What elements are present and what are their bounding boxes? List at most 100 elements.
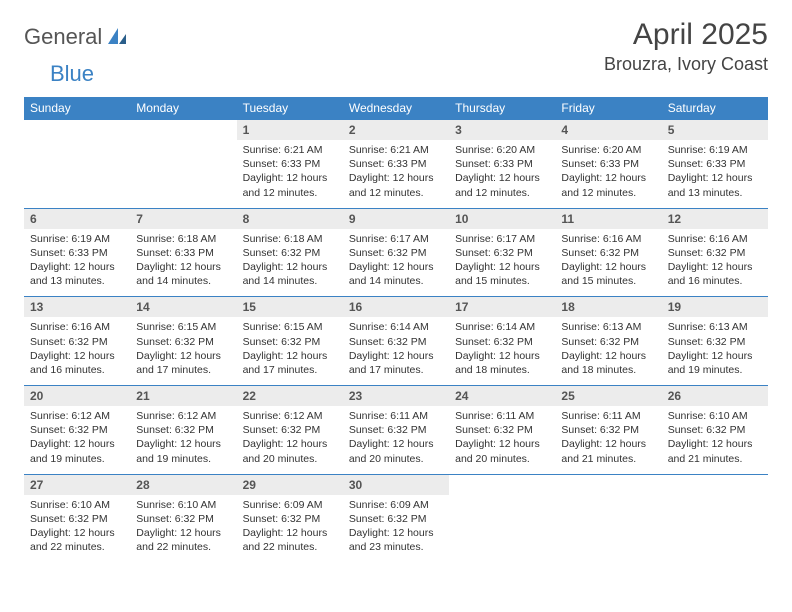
daylight-text: Daylight: 12 hours and 19 minutes.	[30, 437, 124, 465]
day-number: 16	[343, 297, 449, 317]
sunrise-text: Sunrise: 6:11 AM	[349, 409, 443, 423]
day-body: Sunrise: 6:09 AMSunset: 6:32 PMDaylight:…	[343, 495, 449, 563]
day-body: Sunrise: 6:17 AMSunset: 6:32 PMDaylight:…	[449, 229, 555, 297]
day-cell: 1Sunrise: 6:21 AMSunset: 6:33 PMDaylight…	[237, 120, 343, 209]
day-number: 9	[343, 209, 449, 229]
daylight-text: Daylight: 12 hours and 12 minutes.	[561, 171, 655, 199]
daylight-text: Daylight: 12 hours and 15 minutes.	[455, 260, 549, 288]
day-cell: 16Sunrise: 6:14 AMSunset: 6:32 PMDayligh…	[343, 297, 449, 386]
day-body: Sunrise: 6:16 AMSunset: 6:32 PMDaylight:…	[662, 229, 768, 297]
sunrise-text: Sunrise: 6:11 AM	[561, 409, 655, 423]
day-number: 3	[449, 120, 555, 140]
day-body: Sunrise: 6:20 AMSunset: 6:33 PMDaylight:…	[449, 140, 555, 208]
sunset-text: Sunset: 6:32 PM	[561, 335, 655, 349]
sunset-text: Sunset: 6:32 PM	[30, 423, 124, 437]
day-number: 5	[662, 120, 768, 140]
day-body: Sunrise: 6:10 AMSunset: 6:32 PMDaylight:…	[130, 495, 236, 563]
sunrise-text: Sunrise: 6:14 AM	[349, 320, 443, 334]
day-number: 20	[24, 386, 130, 406]
day-body: Sunrise: 6:21 AMSunset: 6:33 PMDaylight:…	[237, 140, 343, 208]
day-body: Sunrise: 6:15 AMSunset: 6:32 PMDaylight:…	[237, 317, 343, 385]
daylight-text: Daylight: 12 hours and 23 minutes.	[349, 526, 443, 554]
day-number: 11	[555, 209, 661, 229]
logo: General	[24, 24, 130, 50]
month-title: April 2025	[604, 18, 768, 52]
day-cell: 2Sunrise: 6:21 AMSunset: 6:33 PMDaylight…	[343, 120, 449, 209]
daylight-text: Daylight: 12 hours and 16 minutes.	[30, 349, 124, 377]
day-number: 7	[130, 209, 236, 229]
day-number: 17	[449, 297, 555, 317]
sunset-text: Sunset: 6:32 PM	[243, 423, 337, 437]
sunrise-text: Sunrise: 6:12 AM	[136, 409, 230, 423]
day-number: 25	[555, 386, 661, 406]
sunrise-text: Sunrise: 6:13 AM	[561, 320, 655, 334]
sunset-text: Sunset: 6:32 PM	[243, 246, 337, 260]
daylight-text: Daylight: 12 hours and 22 minutes.	[243, 526, 337, 554]
sunrise-text: Sunrise: 6:20 AM	[561, 143, 655, 157]
day-body: Sunrise: 6:20 AMSunset: 6:33 PMDaylight:…	[555, 140, 661, 208]
sunset-text: Sunset: 6:32 PM	[455, 423, 549, 437]
day-body: Sunrise: 6:11 AMSunset: 6:32 PMDaylight:…	[555, 406, 661, 474]
daylight-text: Daylight: 12 hours and 21 minutes.	[561, 437, 655, 465]
day-cell: 12Sunrise: 6:16 AMSunset: 6:32 PMDayligh…	[662, 208, 768, 297]
daylight-text: Daylight: 12 hours and 19 minutes.	[668, 349, 762, 377]
day-cell: 21Sunrise: 6:12 AMSunset: 6:32 PMDayligh…	[130, 386, 236, 475]
day-body: Sunrise: 6:14 AMSunset: 6:32 PMDaylight:…	[449, 317, 555, 385]
sunrise-text: Sunrise: 6:09 AM	[349, 498, 443, 512]
sunset-text: Sunset: 6:33 PM	[349, 157, 443, 171]
day-number: 15	[237, 297, 343, 317]
day-body: Sunrise: 6:10 AMSunset: 6:32 PMDaylight:…	[24, 495, 130, 563]
day-number: 24	[449, 386, 555, 406]
sunset-text: Sunset: 6:32 PM	[349, 246, 443, 260]
sunrise-text: Sunrise: 6:14 AM	[455, 320, 549, 334]
sunrise-text: Sunrise: 6:11 AM	[455, 409, 549, 423]
day-number: 4	[555, 120, 661, 140]
sunset-text: Sunset: 6:32 PM	[30, 512, 124, 526]
day-body: Sunrise: 6:14 AMSunset: 6:32 PMDaylight:…	[343, 317, 449, 385]
sunrise-text: Sunrise: 6:19 AM	[30, 232, 124, 246]
day-number: 23	[343, 386, 449, 406]
daylight-text: Daylight: 12 hours and 12 minutes.	[349, 171, 443, 199]
day-cell: 9Sunrise: 6:17 AMSunset: 6:32 PMDaylight…	[343, 208, 449, 297]
day-body: Sunrise: 6:19 AMSunset: 6:33 PMDaylight:…	[662, 140, 768, 208]
logo-sail-icon	[106, 26, 128, 49]
daylight-text: Daylight: 12 hours and 20 minutes.	[243, 437, 337, 465]
daylight-text: Daylight: 12 hours and 14 minutes.	[349, 260, 443, 288]
empty-cell	[662, 474, 768, 562]
dow-saturday: Saturday	[662, 97, 768, 120]
day-cell: 26Sunrise: 6:10 AMSunset: 6:32 PMDayligh…	[662, 386, 768, 475]
daylight-text: Daylight: 12 hours and 20 minutes.	[455, 437, 549, 465]
daylight-text: Daylight: 12 hours and 21 minutes.	[668, 437, 762, 465]
sunrise-text: Sunrise: 6:10 AM	[30, 498, 124, 512]
day-cell: 29Sunrise: 6:09 AMSunset: 6:32 PMDayligh…	[237, 474, 343, 562]
daylight-text: Daylight: 12 hours and 12 minutes.	[455, 171, 549, 199]
sunrise-text: Sunrise: 6:15 AM	[243, 320, 337, 334]
day-cell: 13Sunrise: 6:16 AMSunset: 6:32 PMDayligh…	[24, 297, 130, 386]
sunset-text: Sunset: 6:32 PM	[243, 512, 337, 526]
sunset-text: Sunset: 6:32 PM	[243, 335, 337, 349]
empty-cell	[555, 474, 661, 562]
day-cell: 4Sunrise: 6:20 AMSunset: 6:33 PMDaylight…	[555, 120, 661, 209]
day-cell: 19Sunrise: 6:13 AMSunset: 6:32 PMDayligh…	[662, 297, 768, 386]
sunrise-text: Sunrise: 6:20 AM	[455, 143, 549, 157]
empty-cell	[130, 120, 236, 209]
sunrise-text: Sunrise: 6:12 AM	[243, 409, 337, 423]
day-cell: 20Sunrise: 6:12 AMSunset: 6:32 PMDayligh…	[24, 386, 130, 475]
day-number: 26	[662, 386, 768, 406]
day-body: Sunrise: 6:18 AMSunset: 6:33 PMDaylight:…	[130, 229, 236, 297]
sunset-text: Sunset: 6:32 PM	[30, 335, 124, 349]
day-number: 21	[130, 386, 236, 406]
calendar-row: 1Sunrise: 6:21 AMSunset: 6:33 PMDaylight…	[24, 120, 768, 209]
sunrise-text: Sunrise: 6:10 AM	[668, 409, 762, 423]
day-number: 8	[237, 209, 343, 229]
sunrise-text: Sunrise: 6:15 AM	[136, 320, 230, 334]
day-body: Sunrise: 6:15 AMSunset: 6:32 PMDaylight:…	[130, 317, 236, 385]
day-cell: 27Sunrise: 6:10 AMSunset: 6:32 PMDayligh…	[24, 474, 130, 562]
sunset-text: Sunset: 6:32 PM	[668, 335, 762, 349]
day-cell: 25Sunrise: 6:11 AMSunset: 6:32 PMDayligh…	[555, 386, 661, 475]
sunrise-text: Sunrise: 6:10 AM	[136, 498, 230, 512]
day-cell: 11Sunrise: 6:16 AMSunset: 6:32 PMDayligh…	[555, 208, 661, 297]
day-body: Sunrise: 6:18 AMSunset: 6:32 PMDaylight:…	[237, 229, 343, 297]
day-body: Sunrise: 6:12 AMSunset: 6:32 PMDaylight:…	[130, 406, 236, 474]
daylight-text: Daylight: 12 hours and 17 minutes.	[136, 349, 230, 377]
